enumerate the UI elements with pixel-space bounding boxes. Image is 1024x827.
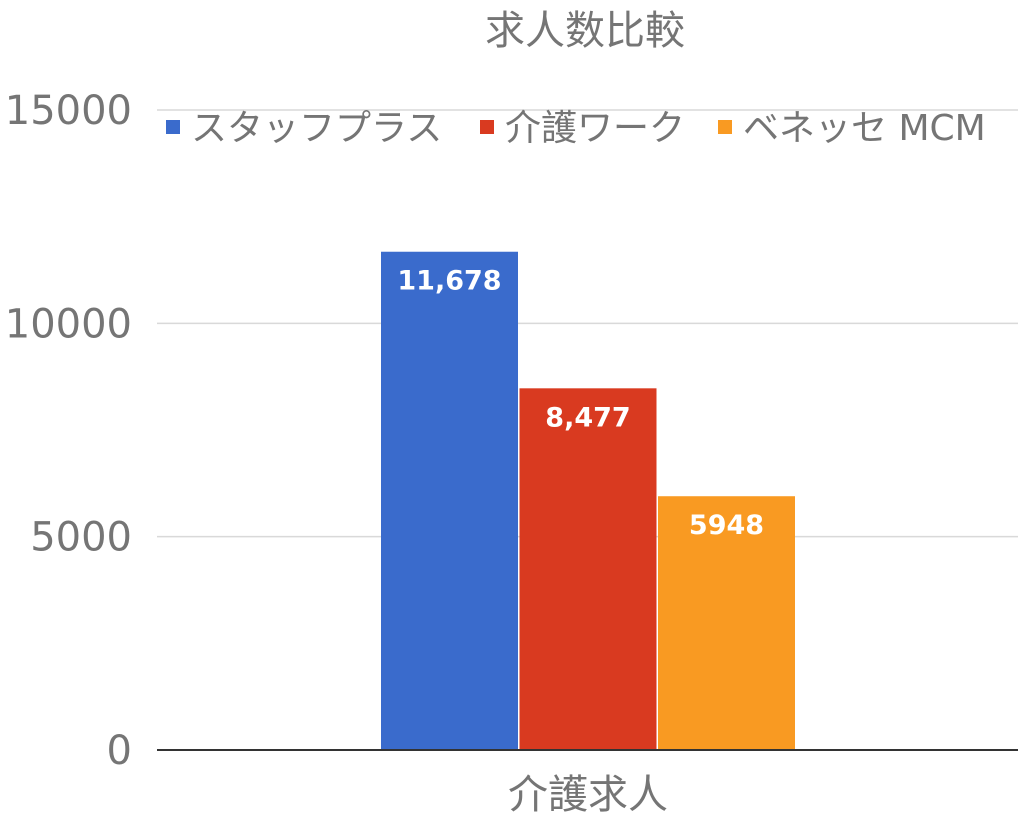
x-axis-categories: 介護求人 xyxy=(508,772,668,818)
bar xyxy=(658,496,795,750)
y-tick-label: 10000 xyxy=(5,301,132,347)
bars xyxy=(381,251,795,751)
legend-label: 介護ワーク xyxy=(505,108,685,149)
legend-swatch xyxy=(718,120,732,134)
legend-label: スタッフプラス xyxy=(191,108,442,149)
x-category-label: 介護求人 xyxy=(508,772,668,818)
y-tick-label: 15000 xyxy=(5,88,132,134)
y-tick-label: 0 xyxy=(107,728,132,774)
bar-value-label: 8,477 xyxy=(545,402,630,433)
bar xyxy=(381,251,518,751)
legend-swatch xyxy=(480,120,494,134)
bar-value-label: 5948 xyxy=(689,510,764,541)
legend-swatch xyxy=(166,120,180,134)
legend-label: ベネッセ MCM xyxy=(743,108,986,149)
bar xyxy=(519,388,657,750)
y-tick-label: 5000 xyxy=(30,515,132,561)
legend: スタッフプラス 介護ワーク ベネッセ MCM xyxy=(166,108,986,149)
bar-value-label: 11,678 xyxy=(397,266,501,297)
y-axis-ticks: 0 5000 10000 15000 xyxy=(5,88,132,774)
chart-title: 求人数比較 xyxy=(485,8,685,54)
data-labels: 11,678 8,477 5948 xyxy=(397,266,764,541)
